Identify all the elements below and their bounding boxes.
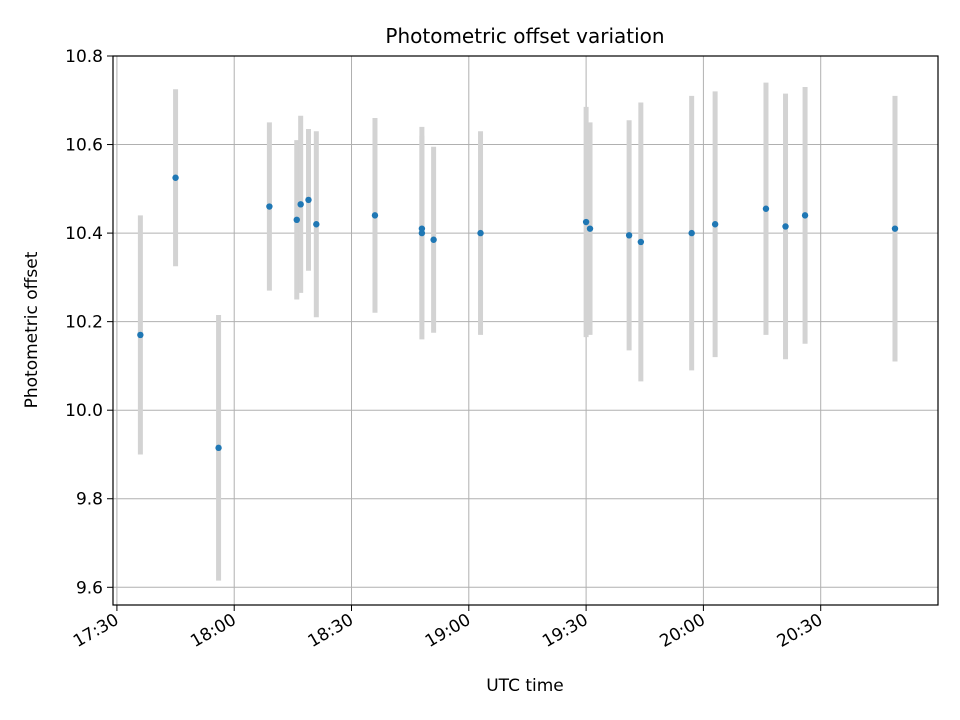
data-point [305,196,312,204]
data-point [586,225,594,232]
y-tick-label: 10.4 [65,224,103,244]
data-point [891,225,899,232]
data-point [313,221,320,228]
y-tick-label: 9.8 [76,490,103,510]
x-axis-label: UTC time [486,676,564,696]
y-axis-ticks: 9.6 9.8 10.0 10.2 10.4 10.6 10.8 [65,47,113,598]
y-tick-label: 10.6 [65,136,103,156]
data-point [762,205,770,212]
y-tick-label: 10.2 [65,313,103,333]
data-point [782,223,789,230]
data-point [711,221,719,228]
data-point [801,212,809,219]
data-point [266,203,273,210]
y-tick-label: 10.8 [65,47,103,67]
data-point [625,232,633,239]
data-point [293,216,300,224]
y-tick-label: 9.6 [76,578,103,598]
data-point [418,229,426,237]
data-point [172,174,179,181]
data-point [582,218,590,226]
y-tick-label: 10.0 [65,401,103,421]
data-point [418,225,426,232]
y-axis-label: Photometric offset [22,251,42,408]
data-points [137,174,899,452]
data-point [297,201,304,208]
data-point [371,212,379,219]
data-point [477,229,484,237]
data-point [430,236,437,243]
plot-frame [112,55,939,606]
data-point [137,331,144,339]
data-point [688,229,695,237]
data-point [637,238,645,246]
chart-title: Photometric offset variation [385,24,664,48]
data-point [215,444,222,452]
